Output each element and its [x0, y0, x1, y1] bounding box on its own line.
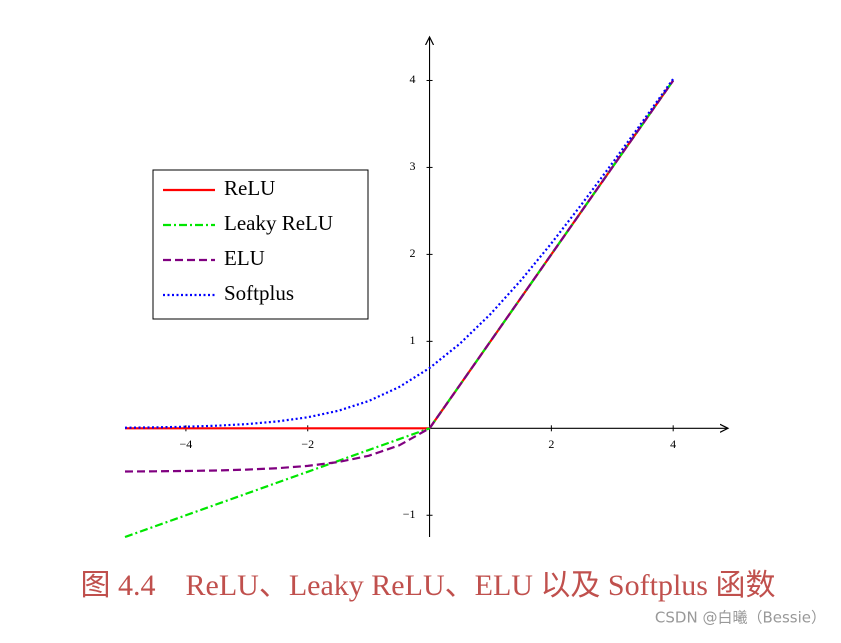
y-tick-label: −1 [403, 507, 416, 521]
line-series [124, 78, 675, 429]
x-tick-label: 4 [670, 437, 676, 451]
legend-box [152, 169, 369, 320]
legend-label: Leaky ReLU [224, 211, 333, 235]
y-tick-label: 1 [410, 333, 416, 347]
caption: 图 4.4 ReLU、Leaky ReLU、ELU 以及 Softplus 函数 [81, 569, 776, 602]
y-tick-label: 4 [410, 72, 416, 86]
line-series [124, 79, 675, 473]
legend-label: ReLU [224, 176, 275, 200]
x-tick-label: 2 [548, 437, 554, 451]
x-tick-label: −2 [301, 437, 314, 451]
legend-label: ELU [224, 246, 265, 270]
y-tick-label: 2 [410, 246, 416, 260]
x-tick-label: −4 [180, 437, 193, 451]
legend-label: Softplus [224, 281, 294, 305]
watermark: CSDN @白曦（Bessie） [655, 609, 826, 627]
y-tick-label: 3 [410, 159, 416, 173]
